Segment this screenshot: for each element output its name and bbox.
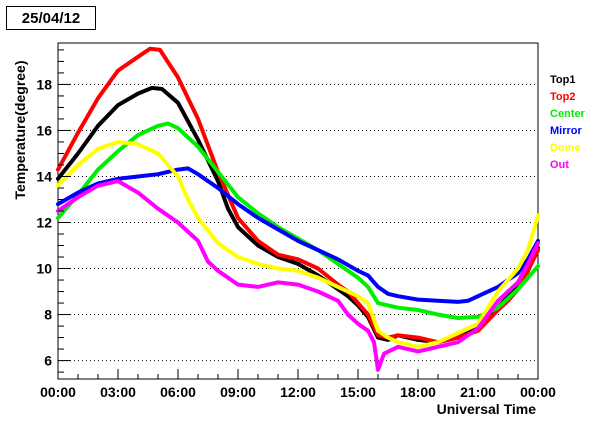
chart-title: 25/04/12	[6, 6, 96, 30]
y-tick-label: 18	[36, 76, 52, 92]
series-line-dome	[56, 140, 540, 349]
x-tick-label: 15:00	[340, 384, 376, 400]
legend-entry-top2: Top2	[550, 91, 575, 103]
x-tick-label: 06:00	[160, 384, 196, 400]
series-line-out	[56, 179, 540, 372]
x-tick-label: 18:00	[400, 384, 436, 400]
series-lines	[56, 46, 540, 372]
legend-entry-center: Center	[550, 108, 586, 120]
legend-entry-out: Out	[550, 159, 569, 171]
legend: Top1 Top2 Center Mirror Dome Out	[550, 74, 586, 171]
x-axis: 00:00 03:00 06:00 09:00 12:00 15:00 18:00 21:00…	[40, 369, 556, 400]
y-tick-label: 10	[36, 261, 52, 277]
y-axis: 6 8 10 12 14 16 18	[36, 49, 70, 373]
x-tick-label: 00:00	[520, 384, 556, 400]
series-line-top2	[56, 46, 540, 345]
y-tick-label: 14	[36, 168, 52, 184]
series-line-mirror	[56, 166, 540, 304]
series-line-top1	[56, 85, 540, 345]
y-tick-label: 6	[44, 353, 52, 369]
x-axis-label: Universal Time	[437, 401, 537, 417]
x-tick-label: 09:00	[220, 384, 256, 400]
legend-entry-mirror: Mirror	[550, 125, 583, 137]
x-tick-label: 21:00	[460, 384, 496, 400]
x-tick-label: 12:00	[280, 384, 316, 400]
y-tick-label: 8	[44, 307, 52, 323]
y-tick-label: 16	[36, 122, 52, 138]
chart-title-text: 25/04/12	[21, 9, 81, 27]
y-axis-label: Temperature(degree)	[12, 60, 28, 199]
x-tick-label: 00:00	[40, 384, 76, 400]
grid-lines	[58, 83, 538, 362]
y-tick-label: 12	[36, 215, 52, 231]
series-line-center	[56, 121, 540, 320]
x-tick-label: 03:00	[100, 384, 136, 400]
legend-entry-top1: Top1	[550, 74, 575, 86]
legend-entry-dome: Dome	[550, 142, 581, 154]
